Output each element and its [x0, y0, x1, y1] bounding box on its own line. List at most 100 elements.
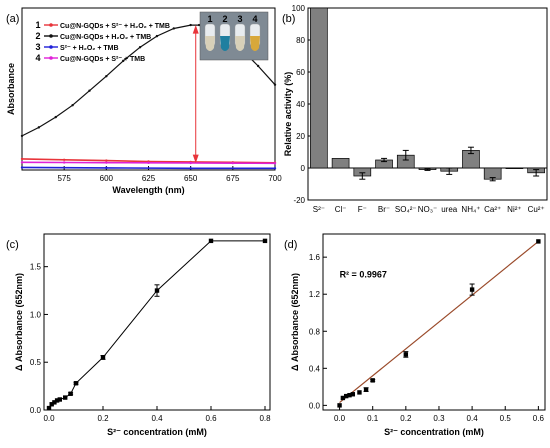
panel-a-data-point — [105, 159, 108, 162]
panel-a-legend-marker — [49, 34, 53, 38]
panel-c-data-point — [68, 391, 73, 396]
panel-d-xtick-label: 0.3 — [433, 414, 445, 423]
panel-d-data-point — [370, 378, 375, 383]
panel-a-xtick-label: 675 — [226, 174, 240, 183]
panel-a-data-point — [147, 161, 150, 165]
panel-d-data-point — [340, 395, 346, 401]
panel-d-data-point — [403, 352, 409, 357]
panel-a-data-point — [62, 158, 66, 161]
panel-b-category-label: Ca²⁺ — [484, 205, 501, 214]
panel-b-frame — [307, 7, 548, 201]
panel-a-data-point — [138, 46, 142, 49]
panel-d-ytick-label: 1.6 — [309, 253, 321, 262]
panel-d-xtick-label: 0.5 — [500, 414, 512, 423]
panel-a-data-point — [172, 27, 175, 30]
panel-d-data-point — [469, 287, 475, 292]
panel-d-xtick-label: 0.4 — [467, 414, 479, 423]
inset-vial-liquid — [205, 36, 215, 51]
panel-a-xtick-label: 700 — [268, 174, 282, 183]
panel-d-frame — [322, 233, 546, 411]
panel-d-xtick-label: 0.6 — [533, 414, 545, 423]
panel-a-data-point — [273, 162, 277, 165]
panel-b-category-label: F⁻ — [358, 205, 367, 214]
panel-d-ytick-label: 1.2 — [309, 290, 321, 299]
panel-a-legend-marker — [49, 23, 53, 27]
panel-c-series-line — [48, 240, 265, 409]
panel-a-data-point — [20, 161, 24, 164]
panel-d-data-point — [357, 390, 362, 395]
panel-d-data-point — [343, 393, 349, 399]
panel-a-legend-marker — [49, 56, 53, 60]
panel-a-data-point — [62, 161, 66, 164]
panel-a-legend-number: 2 — [35, 31, 40, 41]
panel-a-data-point — [88, 89, 91, 92]
panel-c-data-point — [49, 402, 54, 407]
panel-a-data-point — [54, 115, 57, 119]
panel-a-xtick-label: 575 — [57, 174, 71, 183]
panel-a-data-point — [189, 167, 192, 170]
panel-c-data-point — [73, 381, 79, 386]
panel-d-xtick-label: 0.0 — [334, 414, 346, 423]
panel-c-ylabel: Δ Absorbance (652nm) — [14, 273, 24, 371]
panel-c-xtick-label: 0.8 — [259, 414, 271, 423]
panel-c-xtick-label: 0.4 — [151, 414, 163, 423]
panel-a-data-point — [20, 166, 24, 169]
panel-a-data-point — [189, 161, 192, 165]
panel-a-legend-number: 1 — [35, 20, 40, 30]
panel-d-ytick-label: 0.0 — [309, 401, 321, 410]
inset-vial-number: 1 — [207, 14, 212, 24]
panel-a-xtick-label: 600 — [100, 174, 114, 183]
panel-a-data-point — [122, 59, 125, 63]
panel-a-data-point — [273, 167, 277, 170]
panel-a-data-point — [105, 166, 108, 170]
panel-c-ytick-label: 1.5 — [30, 263, 42, 272]
panel-c-data-point — [208, 238, 214, 244]
panel-d-r2-annotation: R² = 0.9967 — [340, 270, 387, 280]
panel-b-bar — [310, 7, 328, 169]
panel-b-category-label: NO₃⁻ — [418, 205, 437, 214]
panel-b-category-label: S²⁻ — [313, 205, 325, 214]
panel-a-xtick-label: 625 — [142, 174, 156, 183]
panel-d-data-point — [536, 239, 541, 244]
panel-d-xtick-label: 0.1 — [367, 414, 379, 423]
panel-c-ytick-label: 0.0 — [30, 406, 42, 415]
panel-d-data-point — [337, 403, 342, 408]
panel-a-xlabel: Wavelength (nm) — [112, 185, 184, 195]
panel-b-ytick-label: 0 — [301, 164, 306, 173]
panel-d-ylabel: Δ Absorbance (652nm) — [290, 273, 300, 371]
panel-a-xtick-label: 650 — [184, 174, 198, 183]
panel-d-ytick-label: 0.4 — [309, 364, 321, 373]
panel-b-bar — [331, 158, 350, 169]
panel-a-legend-number: 3 — [35, 42, 40, 52]
panel-a-data-point — [37, 126, 41, 129]
panel-d-data-point — [363, 387, 369, 392]
inset-vial-liquid — [250, 36, 260, 51]
panel-d-data-point — [350, 392, 356, 397]
panel-a-data-point — [20, 134, 24, 138]
panel-b-ytick-label: 60 — [296, 68, 305, 77]
panel-b-category-label: Br⁻ — [378, 205, 390, 214]
inset-vial-liquid — [220, 36, 230, 51]
panel-a-data-point — [273, 83, 277, 86]
panel-b-ytick-label: 80 — [296, 36, 305, 45]
panel-a-data-point — [197, 23, 201, 27]
panel-d-label: (d) — [284, 239, 297, 251]
panel-a-series-line — [21, 166, 275, 170]
panel-c-xtick-label: 0.6 — [205, 414, 217, 423]
panel-c-xtick-label: 0.2 — [97, 414, 109, 423]
panel-b-ytick-label: -20 — [293, 196, 305, 205]
panel-c-data-point — [63, 395, 68, 400]
panel-b-ylabel: Relative activity (%) — [283, 72, 293, 157]
panel-a-data-point — [155, 34, 159, 38]
panel-a-data-point — [231, 161, 235, 165]
panel-c-data-point — [54, 398, 60, 403]
inset-vial-liquid — [235, 36, 245, 51]
panel-d-xtick-label: 0.2 — [400, 414, 412, 423]
panel-a-legend-number: 4 — [35, 53, 40, 63]
panel-c-data-point — [57, 397, 62, 402]
inset-vial-number: 3 — [237, 14, 242, 24]
panel-a-legend-entry: Cu@N-GQDs + H₂O₂ + TMB — [60, 34, 151, 41]
panel-a-legend-entry: S²⁻ + H₂O₂ + TMB — [60, 45, 119, 52]
panel-c-data-point — [154, 288, 160, 293]
